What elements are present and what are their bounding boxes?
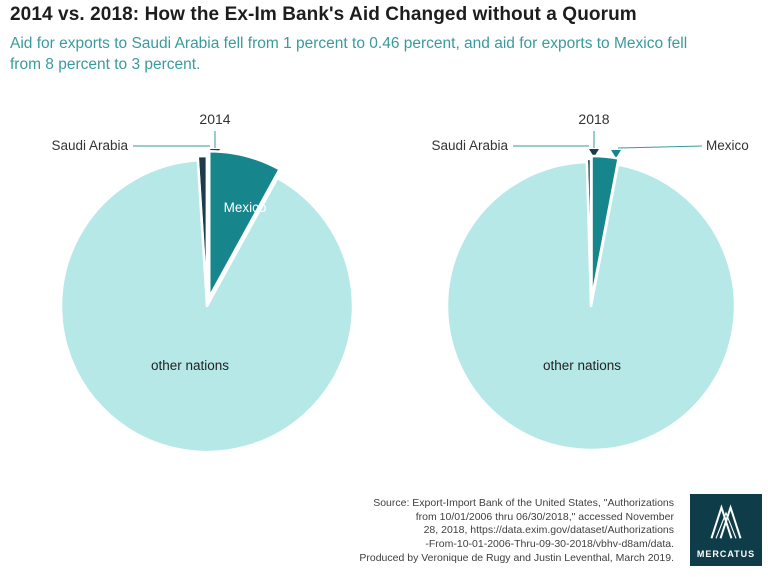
pie-slice-other-nations <box>445 160 737 452</box>
mexico-leader-line <box>617 145 703 149</box>
pie-slices-group <box>445 154 737 452</box>
pie-chart-2014: 2014 Saudi Arabia Mexico other nations <box>51 111 355 454</box>
mexico-wedge-label: Mexico <box>224 200 267 215</box>
source-line: -From-10-01-2006-Thru-09-30-2018/vbhv-d8… <box>425 537 674 550</box>
page-title: 2014 vs. 2018: How the Ex-Im Bank's Aid … <box>10 4 637 25</box>
saudi-arrow-icon <box>589 149 599 157</box>
saudi-arabia-callout-label: Saudi Arabia <box>51 138 128 153</box>
source-line: 28, 2018, https://data.exim.gov/dataset/… <box>423 524 674 537</box>
source-line: from 10/01/2006 thru 06/30/2018," access… <box>415 510 674 523</box>
mercatus-logo: MERCATUS <box>690 494 762 566</box>
saudi-arabia-callout-label: Saudi Arabia <box>431 138 508 153</box>
pie-slices-group <box>59 150 355 454</box>
pie-slice-mexico <box>207 150 281 299</box>
chart-year-label-2014: 2014 <box>199 111 230 127</box>
mexico-arrow-icon <box>611 150 621 158</box>
mexico-callout-label: Mexico <box>706 138 749 153</box>
mercatus-logo-icon <box>710 504 742 539</box>
mercatus-logo-text: MERCATUS <box>696 549 756 559</box>
source-line: Source: Export-Import Bank of the United… <box>373 497 674 509</box>
page-subtitle: Aid for exports to Saudi Arabia fell fro… <box>10 35 688 74</box>
other-nations-label: other nations <box>151 358 229 373</box>
pie-chart-2018: 2018 Saudi Arabia Mexico other nations <box>431 111 749 452</box>
source-line: Produced by Veronique de Rugy and Justin… <box>359 551 674 564</box>
other-nations-label: other nations <box>543 358 621 373</box>
pie-slice-other-nations <box>59 159 355 454</box>
chart-year-label-2018: 2018 <box>578 111 609 127</box>
source-credit: Source: Export-Import Bank of the United… <box>344 497 674 565</box>
